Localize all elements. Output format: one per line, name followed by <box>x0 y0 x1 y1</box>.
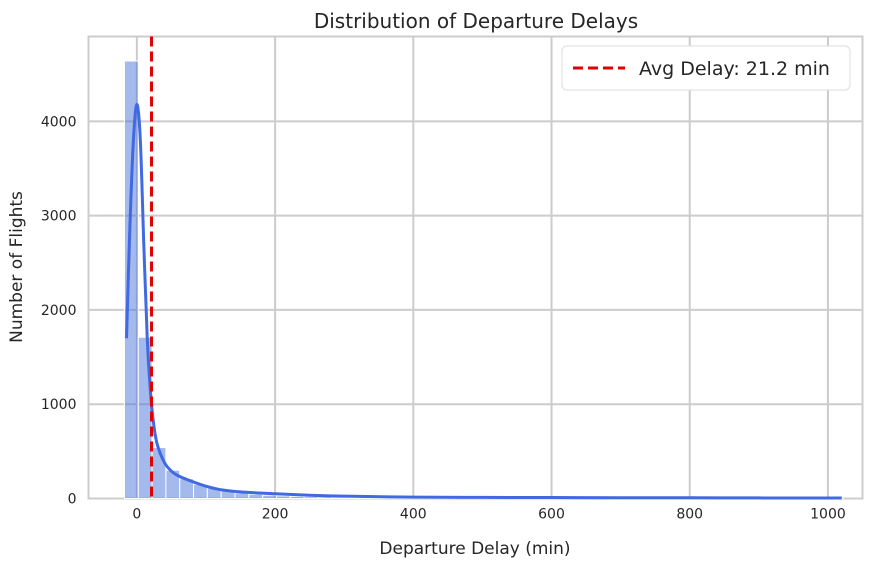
x-tick-label: 0 <box>132 507 141 523</box>
plot-area <box>87 35 864 500</box>
y-tick-label: 0 <box>68 492 77 508</box>
y-tick-label: 3000 <box>41 209 77 225</box>
histogram-bar <box>123 60 139 500</box>
y-axis-label: Number of Flights <box>7 191 27 343</box>
y-tick-label: 2000 <box>41 303 77 319</box>
chart-title: Distribution of Departure Delays <box>314 9 638 33</box>
x-tick-label: 800 <box>676 507 703 523</box>
histogram-bar <box>151 447 167 500</box>
x-tick-label: 1000 <box>810 507 846 523</box>
legend: Avg Delay: 21.2 min <box>561 45 851 91</box>
x-tick-label: 400 <box>400 507 427 523</box>
x-tick-label: 200 <box>262 507 289 523</box>
histogram-bar <box>248 493 264 499</box>
histogram-bar <box>275 495 291 499</box>
x-axis-label: Departure Delay (min) <box>379 539 570 559</box>
legend-box <box>561 45 851 91</box>
histogram-bar <box>137 336 153 499</box>
histogram-bar <box>262 494 277 500</box>
legend-label-avg-delay: Avg Delay: 21.2 min <box>639 58 830 80</box>
kde-density-line <box>125 102 842 500</box>
x-tick-label: 600 <box>538 507 565 523</box>
histogram-bar <box>303 496 319 499</box>
y-tick-label: 1000 <box>41 397 77 413</box>
y-tick-label: 4000 <box>41 114 77 130</box>
histogram-bar <box>289 495 305 500</box>
